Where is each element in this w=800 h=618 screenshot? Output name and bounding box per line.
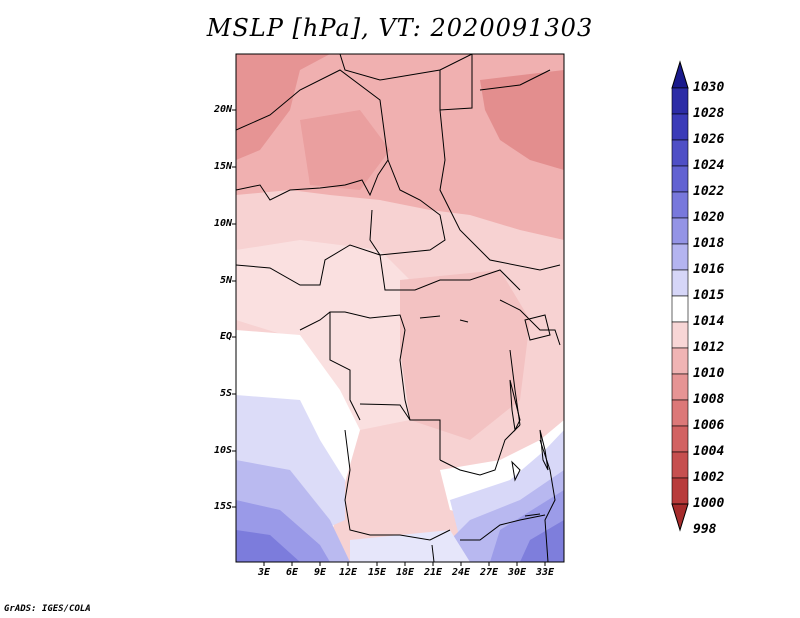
border-zambia (439, 424, 521, 476)
colorbar-label: 1002 (693, 470, 725, 485)
field-1020-se (520, 520, 564, 562)
lat-label-5n: 5N (219, 275, 232, 286)
field-1013 (236, 240, 440, 430)
colorbar-label: 1010 (693, 366, 725, 381)
colorbar-swatch (671, 191, 689, 219)
colorbar-bottom-arrow (671, 503, 689, 532)
colorbar-swatch (671, 113, 689, 141)
colorbar-swatch (671, 165, 689, 193)
colorbar-swatch (671, 217, 689, 245)
lon-label-18e: 18E (395, 567, 415, 578)
pressure-field (236, 54, 564, 562)
lake-tanganyika (509, 379, 521, 432)
colorbar-label: 1022 (693, 184, 725, 199)
colorbar-top-arrow (671, 60, 689, 89)
border-niger-mali (236, 69, 389, 201)
colorbar-label: 1000 (693, 496, 725, 511)
lon-label-9e: 9E (313, 567, 327, 578)
lake-malawi (539, 429, 549, 471)
lake-victoria (524, 314, 551, 341)
border-zimbabwe (460, 514, 546, 541)
colorbar-label: 1028 (693, 106, 725, 121)
colorbar-swatch (671, 87, 689, 115)
colorbar-swatch (671, 425, 689, 453)
colorbar-label: 1024 (693, 158, 725, 173)
lon-label-30e: 30E (507, 567, 527, 578)
field-1010-north (236, 54, 564, 240)
field-1015-sw-coast (350, 530, 470, 562)
lon-label-6e: 6E (285, 567, 299, 578)
lat-ticks (232, 109, 236, 508)
border-uganda-kenya (499, 299, 561, 346)
border-angola-n (359, 403, 411, 421)
field-1020-west (236, 530, 300, 562)
river-congo-1 (419, 315, 441, 319)
lon-label-3e: 3E (257, 567, 271, 578)
lat-label-15s: 15S (213, 501, 232, 512)
border-sudan (439, 109, 561, 271)
colorbar-swatch (671, 295, 689, 323)
field-1008-nw (236, 54, 330, 160)
colorbar-label: 1026 (693, 132, 725, 147)
border-egypt (479, 69, 551, 91)
lon-label-27e: 27E (479, 567, 499, 578)
border-libya-algeria (339, 54, 473, 81)
colorbar-swatch (671, 399, 689, 427)
lakes (419, 314, 551, 517)
colorbar-label: 1006 (693, 418, 725, 433)
colorbar-swatch (671, 139, 689, 167)
colorbar-label: 1012 (693, 340, 725, 355)
colorbar-swatch (671, 373, 689, 401)
colorbar-label: 1008 (693, 392, 725, 407)
lat-label-10s: 10S (213, 445, 232, 456)
field-1011-congo (400, 270, 530, 440)
colorbar-swatch (671, 321, 689, 349)
lat-label-eq: EQ (219, 331, 232, 342)
colorbar-label: 1004 (693, 444, 725, 459)
map-title: MSLP [hPa], VT: 2020091303 (206, 14, 594, 42)
lon-label-33e: 33E (535, 567, 555, 578)
lon-ticks (263, 562, 546, 566)
field-1008-ne (480, 70, 564, 170)
border-congo (299, 311, 441, 460)
map-frame (235, 53, 565, 563)
colorbar-label: 1015 (693, 288, 725, 303)
lat-label-15n: 15N (213, 161, 232, 172)
border-angola-namibia (344, 429, 451, 541)
lon-label-15e: 15E (367, 567, 387, 578)
colorbar-swatch (671, 243, 689, 271)
colorbar-label: 998 (693, 522, 717, 537)
lon-label-12e: 12E (338, 567, 358, 578)
lat-label-20n: 20N (213, 104, 232, 115)
colorbar-label: 1020 (693, 210, 725, 225)
grads-credit: GrADS: IGES/COLA (4, 604, 91, 614)
border-gabon (329, 312, 361, 421)
colorbar-label: 1014 (693, 314, 725, 329)
colorbar-swatch (671, 269, 689, 297)
border-nigeria (236, 244, 381, 286)
field-1009-center (300, 110, 390, 190)
lake-kariba (511, 460, 521, 482)
lake-cahora (524, 513, 541, 517)
lon-label-21e: 21E (423, 567, 443, 578)
colorbar-swatch (671, 451, 689, 479)
lon-label-24e: 24E (451, 567, 471, 578)
colorbar-swatch (671, 477, 689, 505)
border-chad (369, 159, 446, 256)
colorbar-swatch (671, 347, 689, 375)
lat-label-10n: 10N (213, 218, 232, 229)
colorbar-label: 1016 (693, 262, 725, 277)
border-car (379, 254, 521, 291)
river-congo-2 (459, 319, 469, 323)
colorbar-label: 1018 (693, 236, 725, 251)
lat-label-5s: 5S (219, 388, 232, 399)
border-libya-sudan (439, 54, 473, 111)
border-botswana (431, 544, 435, 562)
colorbar-label: 1030 (693, 80, 725, 95)
